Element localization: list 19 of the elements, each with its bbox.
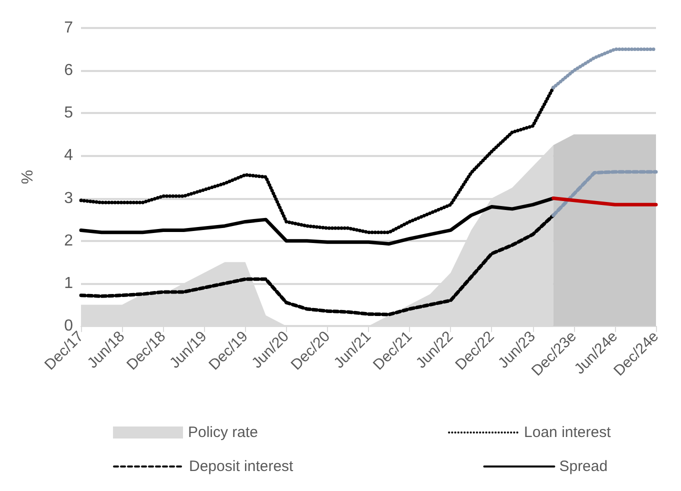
y-tick-label: 1	[64, 274, 74, 292]
y-tick-label: 2	[64, 232, 74, 250]
y-tick-label: 0	[64, 318, 74, 334]
line-series	[552, 170, 658, 218]
legend-label: Deposit interest	[189, 458, 294, 475]
line-series	[552, 48, 658, 90]
y-tick-label: 6	[64, 62, 74, 80]
y-tick-label: 4	[64, 147, 74, 164]
y-tick-label: 5	[64, 104, 74, 122]
line-series	[79, 196, 556, 246]
y-axis-title: %	[20, 170, 36, 184]
legend-label: Loan interest	[524, 424, 612, 441]
y-tick-label: 7	[64, 20, 74, 36]
line-series	[79, 214, 556, 316]
y-tick-label: 3	[64, 190, 74, 207]
line-series	[552, 196, 658, 206]
line-series	[79, 86, 556, 234]
legend-label: Spread	[559, 458, 608, 475]
legend-label: Policy rate	[188, 424, 258, 441]
